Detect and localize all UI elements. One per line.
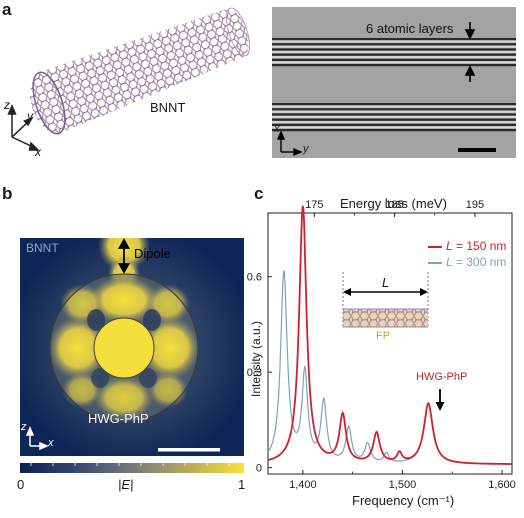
atomic-layers-label: 6 atomic layers [366,21,454,36]
lattice-fringes-top [272,38,516,67]
hwg-php-arrow [435,389,445,411]
series-line-150nm [267,205,512,465]
legend-var-150: L [446,239,453,253]
map-bnnt-label: BNNT [26,241,59,255]
inset-FP-label: FP [376,330,391,342]
bnnt-label: BNNT [150,100,186,115]
legend-var-300: L [446,255,453,269]
field-map: BNNT Dipole HWG-PhP z x [20,238,244,456]
layer-arrows [464,22,476,82]
map-axis-z-label: z [21,421,27,433]
colorbar-title: |E| [118,477,134,492]
panel-c-label: c [254,184,264,203]
legend-swatch-300 [428,261,442,264]
nanotube-illustration [7,7,251,151]
map-axis-x-label: x [48,437,54,449]
outer-wall-circle [49,273,199,423]
hwg-php-annotation: HWG-PhP [416,371,468,383]
dipole-arrow [117,238,131,274]
series-line-300nm [267,270,512,465]
inner-wall-circle [93,317,155,379]
lattice-fringes-bottom [272,103,516,132]
top-tick-label: 185 [385,199,403,211]
panel-b-label: b [2,184,13,203]
chart-legend: L = 150 nm L = 300 nm [428,238,506,270]
top-axis-label: Energy loss (meV) [340,196,447,211]
colorbar-ticks [30,463,230,466]
legend-item-300: L = 300 nm [428,254,506,270]
map-scale-bar [158,448,220,452]
dipole-label: Dipole [134,246,171,261]
colorbar [20,463,244,473]
inset-L-label: L [382,275,390,290]
colorbar-min: 0 [17,477,25,492]
axis-x-label: x [35,145,41,159]
legend-item-150: L = 150 nm [428,238,506,254]
hwg-php-map-label: HWG-PhP [88,411,149,426]
tem-axes [276,130,303,157]
plot-frame-box [267,212,513,475]
x-tick-label: 1,400 [289,479,317,491]
tube-end-ring [32,71,66,135]
legend-text-150: = 150 nm [452,239,507,253]
x-axis-label: Frequency (cm⁻¹) [352,493,455,508]
legend-text-300: = 300 nm [452,255,507,269]
y-tick-label: 0.3 [247,367,262,379]
tube-far-end [225,7,251,57]
map-axes [25,426,49,451]
top-tick-label: 175 [305,199,323,211]
tem-axis-x-label: x [274,123,280,135]
x-tick-label: 1,500 [389,479,417,491]
inset-illustration [342,272,429,328]
y-tick-label: 0 [256,463,262,475]
top-tick-label: 195 [466,199,484,211]
x-tick-label: 1,600 [488,479,516,491]
panel-a-label: a [2,0,12,19]
y-axis-label: Intensity (a.u.) [249,320,263,398]
axis-y-label: y [27,109,33,123]
tem-axis-y-label: y [303,143,309,155]
colorbar-max: 1 [238,477,246,492]
axes-triad [7,104,40,151]
y-axis-label-wrap: Intensity (a.u.) [246,290,266,430]
tem-scale-bar [458,148,496,152]
y-tick-label: 0.6 [247,272,262,284]
legend-swatch-150 [428,245,442,248]
axis-z-label: z [4,98,10,112]
tem-image: 6 atomic layers x y [272,7,516,158]
